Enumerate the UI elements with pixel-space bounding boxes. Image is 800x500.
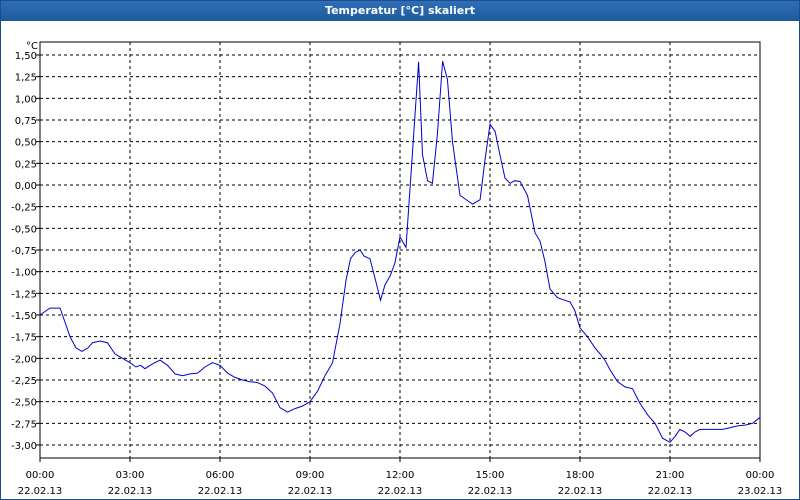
y-tick-label: 0,50	[15, 138, 37, 149]
y-tick-label: 1,25	[15, 73, 37, 84]
y-tick-label: -2,00	[11, 354, 37, 365]
y-tick-label: 0,00	[15, 181, 37, 192]
x-tick-time-label: 06:00	[206, 470, 235, 481]
y-tick-label: -2,75	[11, 419, 37, 430]
y-tick-label: -1,00	[11, 268, 37, 279]
window-title: Temperatur [°C] skaliert	[1, 1, 799, 21]
y-tick-label: 1,50	[15, 51, 37, 62]
x-tick-date-label: 22.02.13	[378, 486, 423, 497]
y-tick-label: -0,75	[11, 246, 37, 257]
y-tick-label: -0,50	[11, 224, 37, 235]
x-tick-date-label: 22.02.13	[288, 486, 333, 497]
x-tick-date-label: 22.02.13	[198, 486, 243, 497]
y-tick-label: -1,75	[11, 333, 37, 344]
x-tick-date-label: 23.02.13	[738, 486, 783, 497]
y-tick-label: 1,00	[15, 94, 37, 105]
x-tick-time-label: 21:00	[656, 470, 685, 481]
y-tick-label: -1,50	[11, 311, 37, 322]
x-tick-time-label: 18:00	[566, 470, 595, 481]
x-axis: 00:00 22.02.13 03:00 22.02.13 06:00 22.02.13 0…	[18, 458, 783, 497]
x-tick-date-label: 22.02.13	[18, 486, 63, 497]
y-tick-label: -2,50	[11, 398, 37, 409]
y-tick-label: -2,25	[11, 376, 37, 387]
x-tick-time-label: 12:00	[386, 470, 415, 481]
x-tick-time-label: 15:00	[476, 470, 505, 481]
x-tick-time-label: 09:00	[296, 470, 325, 481]
x-tick-time-label: 00:00	[746, 470, 775, 481]
y-axis: 1,50 1,25 1,00 0,75 0,50 0,25 0,00 -0,25 -0,50 -0…	[11, 51, 40, 452]
x-tick-time-label: 00:00	[26, 470, 55, 481]
y-tick-label: -1,25	[11, 289, 37, 300]
temperature-series-line	[39, 60, 761, 444]
x-tick-date-label: 22.02.13	[108, 486, 153, 497]
x-tick-time-label: 03:00	[116, 470, 145, 481]
x-tick-date-label: 22.02.13	[468, 486, 513, 497]
x-tick-date-label: 22.02.13	[558, 486, 603, 497]
grid-lines	[40, 42, 760, 458]
y-axis-unit: °C	[26, 41, 38, 52]
y-tick-label: -0,25	[11, 203, 37, 214]
y-tick-label: 0,75	[15, 116, 37, 127]
x-tick-date-label: 22.02.13	[648, 486, 693, 497]
y-tick-label: -3,00	[11, 441, 37, 452]
y-tick-label: 0,25	[15, 159, 37, 170]
